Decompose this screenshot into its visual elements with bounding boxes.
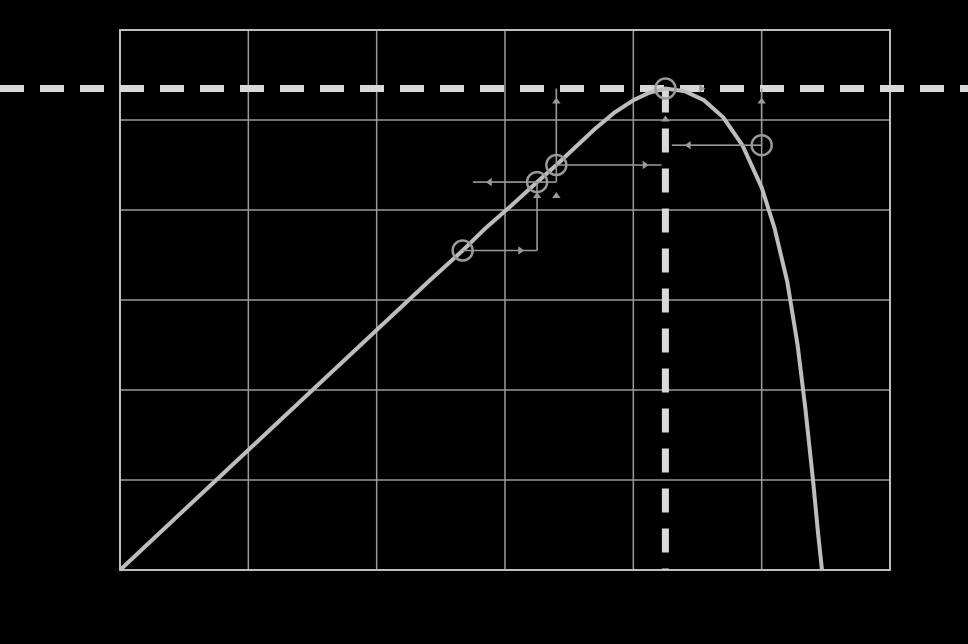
pv-power-curve-chart xyxy=(0,0,968,644)
